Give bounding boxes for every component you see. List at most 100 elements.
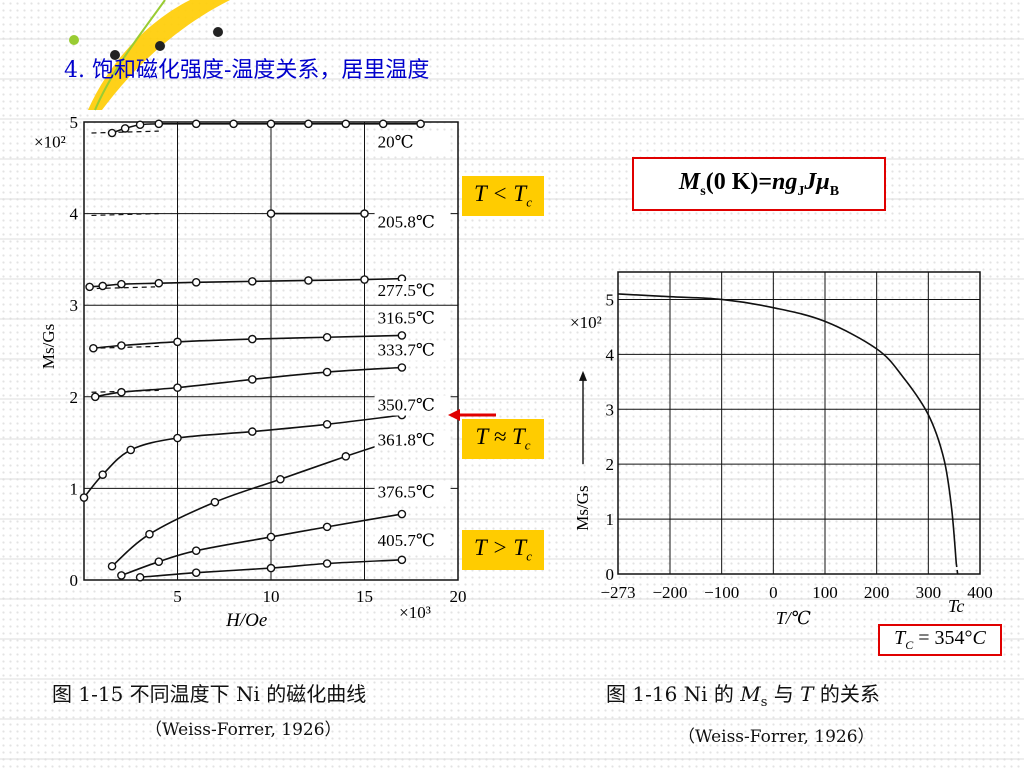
data-point	[154, 278, 164, 288]
series-label: 350.7℃	[378, 396, 435, 415]
y-tick-label: 2	[70, 388, 79, 407]
x-tick-label: 400	[967, 583, 993, 602]
data-point	[378, 119, 388, 129]
plot-frame	[617, 271, 981, 575]
red-arrow-icon	[448, 409, 496, 421]
dashed-extrapolation	[91, 130, 159, 134]
data-point	[304, 119, 313, 129]
tc-value-box: TC = 354°C	[878, 624, 1002, 656]
data-point	[90, 392, 100, 402]
data-point	[117, 279, 126, 289]
x-tick-label: 5	[173, 587, 182, 606]
formula-box: Ms(0 K)=ngJJμB	[632, 157, 886, 211]
series-line	[617, 293, 958, 564]
y-axis-label: Ms/Gs	[573, 485, 592, 530]
series-label: 361.8℃	[378, 430, 435, 449]
series-label: 277.5℃	[378, 281, 435, 300]
above-tc-label: T > Tc	[474, 535, 532, 564]
dashed-extrapolation	[91, 213, 159, 217]
slide-title: 4. 饱和磁化强度-温度关系，居里温度	[64, 58, 430, 83]
series-line	[111, 437, 403, 567]
data-point	[247, 334, 257, 344]
series-line	[93, 334, 402, 350]
x-tick-label: 300	[916, 583, 942, 602]
data-point	[397, 363, 407, 372]
x-tick-label: 15	[356, 587, 373, 606]
series-label-bg	[374, 482, 451, 503]
series-label-bg	[374, 212, 451, 233]
tc-axis-label: Tc	[948, 596, 964, 616]
data-point	[210, 497, 220, 507]
series-label: 205.8℃	[378, 212, 435, 231]
fig15-source: （Weiss-Forrer, 1926）	[145, 720, 342, 740]
data-point	[135, 120, 145, 130]
data-point	[341, 119, 351, 129]
series-label: 316.5℃	[378, 309, 435, 328]
x-tick-label: −273	[600, 583, 635, 602]
data-point	[322, 522, 332, 532]
data-point	[229, 119, 238, 129]
data-point	[191, 277, 201, 287]
above-tc-box: T > Tc	[462, 530, 544, 570]
data-point	[266, 532, 276, 542]
y-tick-label: 2	[606, 455, 615, 474]
series-line	[121, 513, 403, 577]
data-point	[98, 281, 107, 291]
data-point	[173, 383, 182, 392]
series-label: 405.7℃	[378, 531, 435, 550]
x-multiplier: ×10³	[399, 603, 431, 622]
series-label-bg	[374, 430, 451, 451]
data-point	[397, 509, 407, 519]
x-tick-label: −100	[704, 583, 739, 602]
y-multiplier: ×10²	[34, 133, 66, 152]
series-label-bg	[374, 308, 451, 329]
data-point	[397, 331, 407, 340]
data-point	[173, 337, 182, 347]
x-tick-label: −200	[652, 583, 687, 602]
decoration-swirl	[69, 0, 230, 111]
y-tick-label: 4	[606, 345, 615, 364]
data-point	[360, 275, 369, 284]
data-point	[117, 571, 126, 580]
data-point	[322, 332, 332, 342]
series-tail	[955, 562, 959, 576]
fig15-caption: 图 1-15 不同温度下 Ni 的磁化曲线	[52, 682, 367, 706]
series-line	[95, 366, 402, 398]
data-point	[79, 493, 89, 502]
y-tick-label: 3	[606, 400, 615, 419]
data-point	[107, 128, 117, 138]
data-point	[154, 557, 164, 566]
data-point	[360, 209, 369, 218]
data-point	[322, 559, 332, 568]
formula-text: Ms(0 K)=ngJJμB	[678, 168, 840, 199]
data-point	[322, 419, 332, 429]
data-point	[117, 341, 126, 350]
series-label-bg	[374, 340, 451, 361]
data-point	[247, 427, 257, 436]
data-point	[173, 433, 182, 443]
below-tc-label: T < Tc	[474, 181, 532, 210]
dashed-extrapolation	[87, 286, 156, 290]
series-label-bg	[374, 531, 451, 552]
data-point	[145, 529, 154, 539]
data-point	[126, 445, 136, 455]
series-label-bg	[374, 132, 451, 153]
data-point	[191, 119, 201, 129]
y-tick-label: 4	[70, 205, 79, 224]
data-point	[341, 452, 351, 461]
data-point	[266, 119, 276, 129]
data-point	[266, 209, 276, 218]
data-point	[266, 563, 276, 573]
series-label: 333.7℃	[378, 341, 435, 360]
below-tc-box: T < Tc	[462, 176, 544, 216]
series-label: 20℃	[378, 133, 414, 152]
x-tick-label: 200	[864, 583, 890, 602]
data-point	[276, 474, 285, 484]
x-axis-label: H/Oe	[225, 610, 267, 628]
data-point	[247, 277, 257, 286]
data-point	[191, 568, 201, 577]
data-point	[98, 470, 107, 479]
y-tick-label: 5	[70, 113, 79, 132]
fig16-caption: 图 1-16 Ni 的 Ms 与 T 的关系	[606, 682, 880, 710]
y-arrow-head	[579, 370, 587, 381]
